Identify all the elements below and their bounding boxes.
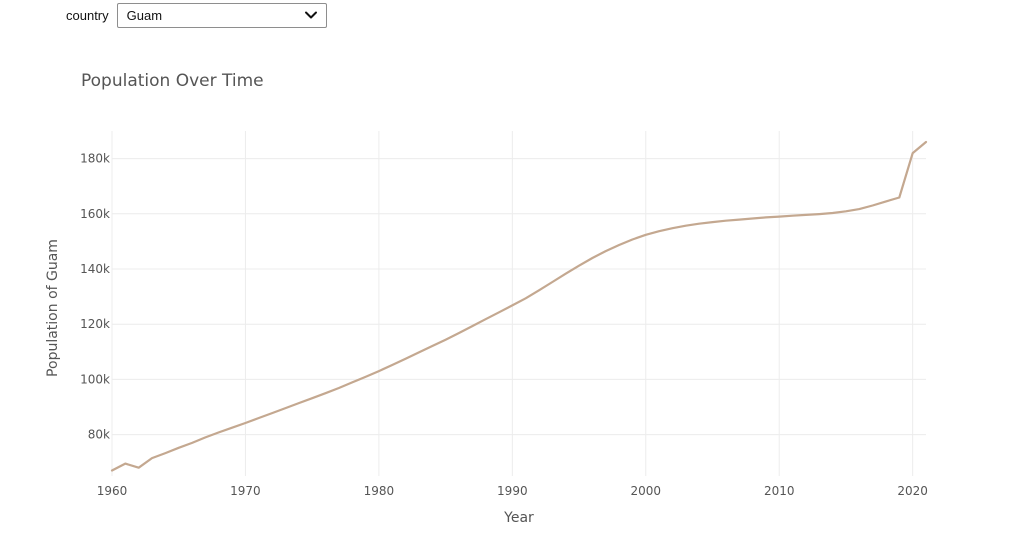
y-gridlines — [112, 158, 926, 436]
x-tick-label: 1970 — [230, 484, 261, 498]
x-tick-labels: 1960 1970 1980 1990 2000 2010 2020 — [97, 484, 928, 498]
y-tick-label: 80k — [88, 428, 110, 442]
x-tick-label: 1980 — [364, 484, 395, 498]
y-tick-label: 180k — [80, 152, 110, 166]
x-axis-label: Year — [503, 510, 534, 526]
y-tick-label: 100k — [80, 372, 110, 386]
country-control: country Guam — [66, 2, 327, 28]
country-select-value: Guam — [126, 7, 163, 23]
y-tick-label: 140k — [80, 262, 110, 276]
x-tick-label: 2000 — [630, 484, 661, 498]
country-label: country — [66, 7, 109, 23]
x-tick-label: 1960 — [97, 484, 128, 498]
chart-title: Population Over Time — [81, 71, 264, 91]
x-tick-label: 1990 — [497, 484, 528, 498]
x-gridlines — [111, 131, 914, 476]
chevron-down-icon — [304, 11, 317, 19]
y-tick-label: 160k — [80, 207, 110, 221]
y-tick-labels: 80k 100k 120k 140k 160k 180k — [80, 152, 110, 442]
y-axis-label: Population of Guam — [45, 239, 61, 377]
y-tick-label: 120k — [80, 317, 110, 331]
country-select[interactable]: Guam — [116, 2, 327, 28]
series-line-guam[interactable] — [110, 140, 928, 472]
x-tick-label: 2010 — [764, 484, 795, 498]
x-tick-label: 2020 — [897, 484, 928, 498]
